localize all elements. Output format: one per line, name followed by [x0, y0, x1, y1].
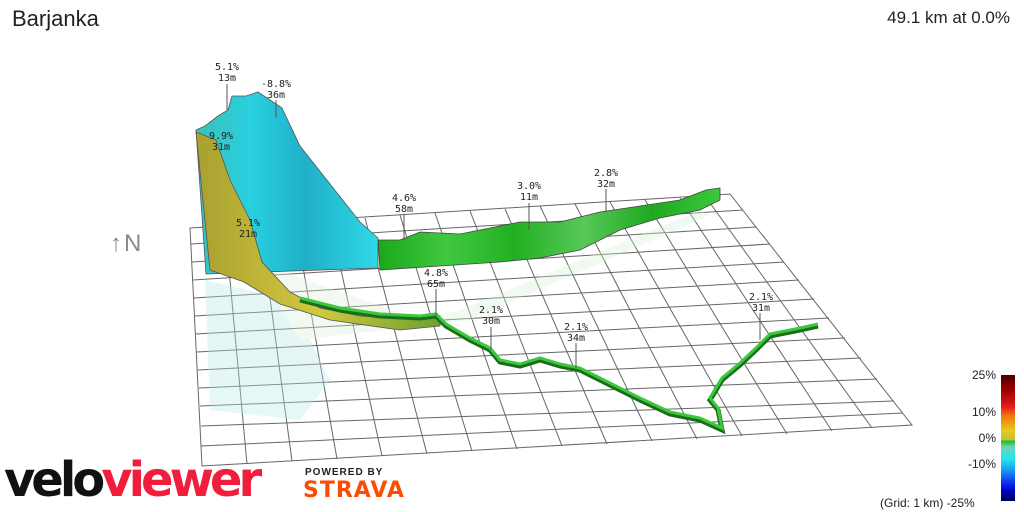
strava-logo: STRAVA: [303, 478, 405, 503]
annotation-elevation: 13m: [218, 73, 236, 84]
annotation-elevation: 34m: [567, 333, 585, 344]
annotation-leaders: [226, 84, 761, 368]
legend-label-minus-ten: -10%: [967, 457, 996, 471]
route-shadow: [205, 210, 710, 420]
annotation-elevation: 31m: [752, 303, 770, 314]
annotation-grade: 4.8%: [424, 268, 448, 279]
legend-label-min: -25%: [946, 496, 975, 510]
grid-scale-note: (Grid: 1 km) -25%: [880, 496, 975, 510]
north-arrow-icon: ↑N: [110, 230, 144, 257]
grade-annotations: 5.1% 13m -8.8% 36m 9.9% 31m 5.1% 21m 4.6…: [209, 62, 773, 344]
annotation-grade: 5.1%: [236, 218, 260, 229]
annotation-grade: 3.0%: [517, 181, 541, 192]
annotation-grade: -8.8%: [261, 79, 291, 90]
annotation-grade: 2.1%: [564, 322, 588, 333]
elevation-wall-ridge: [377, 187, 721, 271]
legend-label-ten: 10%: [971, 405, 996, 419]
annotation-grade: 5.1%: [215, 62, 239, 73]
annotation-grade: 2.1%: [749, 292, 773, 303]
annotation-grade: 4.6%: [392, 193, 416, 204]
annotation-grade: 2.1%: [479, 305, 503, 316]
annotation-elevation: 30m: [482, 316, 500, 327]
annotation-elevation: 32m: [597, 179, 615, 190]
gradient-legend-bar: [1001, 375, 1015, 501]
annotation-elevation: 21m: [239, 229, 257, 240]
logo-viewer: viewer: [101, 452, 262, 508]
powered-by-label: POWERED BY: [305, 467, 384, 478]
grid-scale-label: (Grid: 1 km): [880, 496, 944, 510]
legend-label-max: 25%: [971, 368, 996, 382]
annotation-elevation: 65m: [427, 279, 445, 290]
annotation-grade: 2.8%: [594, 168, 618, 179]
annotation-elevation: 31m: [212, 142, 230, 153]
annotation-elevation: 36m: [267, 90, 285, 101]
route-ribbon: [299, 296, 819, 435]
veloviewer-logo: veloviewer: [4, 448, 262, 512]
annotation-grade: 9.9%: [209, 131, 233, 142]
legend-label-zero: 0%: [978, 431, 996, 445]
route-title: Barjanka: [12, 6, 99, 31]
logo-velo: velo: [4, 452, 105, 508]
annotation-elevation: 11m: [520, 192, 538, 203]
annotation-elevation: 58m: [395, 204, 413, 215]
route-summary: 49.1 km at 0.0%: [887, 8, 1010, 27]
